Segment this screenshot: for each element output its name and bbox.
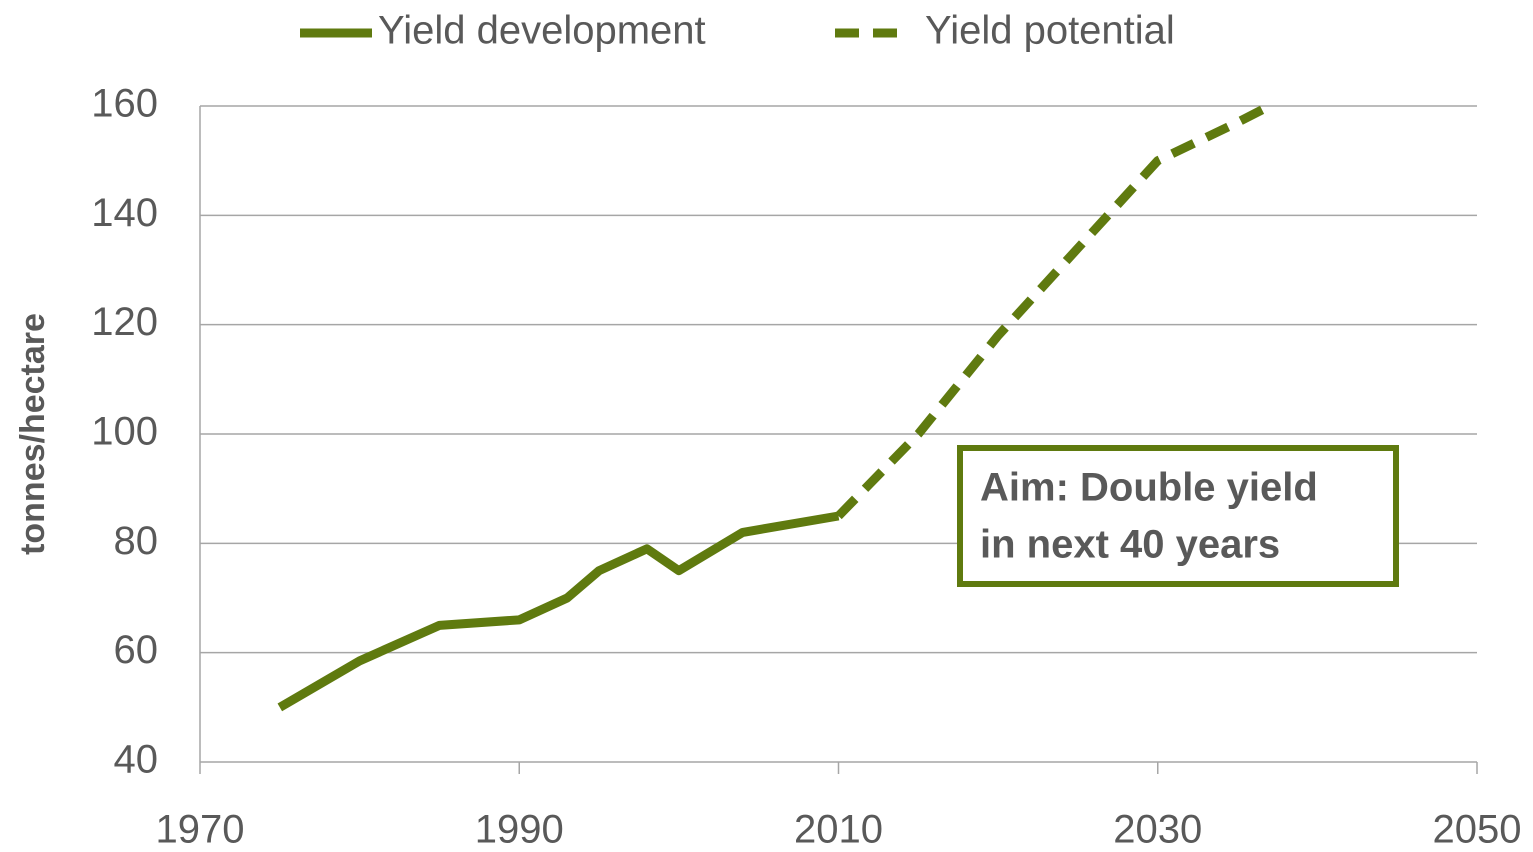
y-tick-label: 80	[114, 519, 159, 563]
annotation-text: in next 40 years	[980, 523, 1280, 567]
series-line	[277, 511, 840, 712]
y-tick-label: 120	[91, 300, 158, 344]
x-tick-label: 2030	[1113, 808, 1202, 852]
annotation-box	[957, 445, 1399, 587]
series-line	[835, 101, 1272, 520]
y-tick-label: 160	[91, 82, 158, 126]
y-tick-label: 100	[91, 410, 158, 454]
annotation-text: Aim: Double yield	[980, 466, 1318, 510]
y-tick-label: 40	[114, 738, 159, 782]
y-axis-label: tonnes/hectare	[14, 313, 52, 555]
x-tick-label: 1970	[156, 808, 245, 852]
x-tick-label: 2010	[794, 808, 883, 852]
x-tick-label: 1990	[475, 808, 564, 852]
y-tick-label: 60	[114, 628, 159, 672]
legend-label: Yield development	[378, 9, 706, 53]
legend-label: Yield potential	[925, 9, 1175, 53]
x-tick-label: 2050	[1433, 808, 1522, 852]
y-tick-label: 140	[91, 191, 158, 235]
